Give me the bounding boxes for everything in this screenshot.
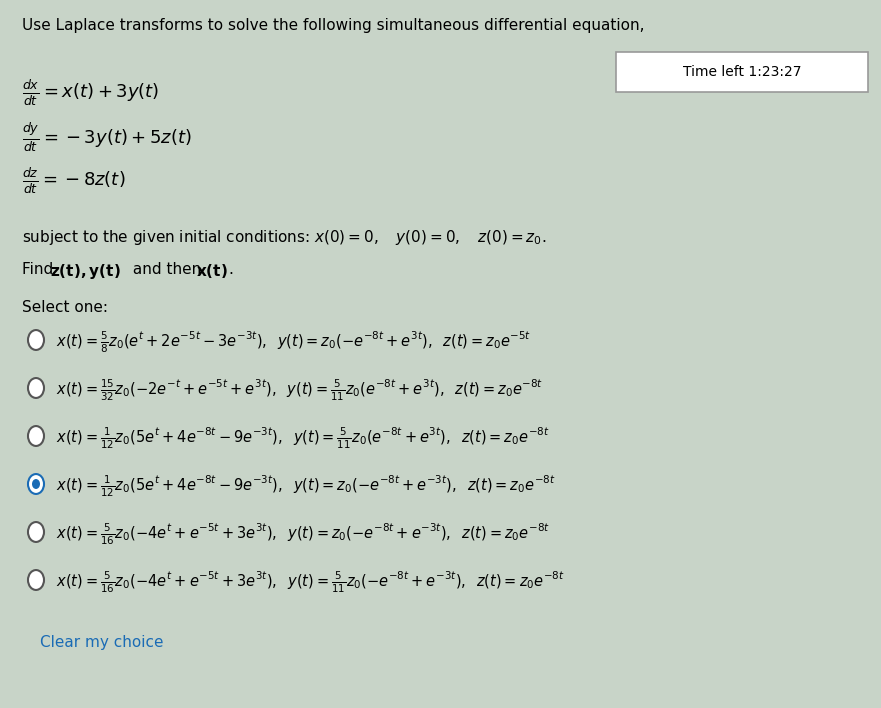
Text: subject to the given initial conditions: $x(0) = 0, \quad y(0) = 0, \quad z(0) =: subject to the given initial conditions:… <box>22 228 546 247</box>
Text: .: . <box>228 262 233 277</box>
Text: $x(t) = \frac{1}{12}z_0(5e^{t} + 4e^{-8t} - 9e^{-3t}),\;\; y(t) = z_0(-e^{-8t} +: $x(t) = \frac{1}{12}z_0(5e^{t} + 4e^{-8t… <box>56 474 556 499</box>
Text: Time left 1:23:27: Time left 1:23:27 <box>683 65 801 79</box>
Ellipse shape <box>28 474 44 494</box>
Ellipse shape <box>28 330 44 350</box>
Text: $x(t) = \frac{5}{16}z_0(-4e^{t} + e^{-5t} + 3e^{3t}),\;\; y(t) = \frac{5}{11}z_0: $x(t) = \frac{5}{16}z_0(-4e^{t} + e^{-5t… <box>56 570 565 595</box>
FancyBboxPatch shape <box>616 52 868 92</box>
Text: Use Laplace transforms to solve the following simultaneous differential equation: Use Laplace transforms to solve the foll… <box>22 18 645 33</box>
Ellipse shape <box>28 570 44 590</box>
Text: $\mathbf{z(t), y(t)}$: $\mathbf{z(t), y(t)}$ <box>50 262 121 281</box>
Ellipse shape <box>28 522 44 542</box>
Text: Clear my choice: Clear my choice <box>40 635 164 650</box>
Text: Find: Find <box>22 262 58 277</box>
Text: $x(t) = \frac{5}{8}z_0(e^{t} + 2e^{-5t} - 3e^{-3t}),\;\; y(t) = z_0(-e^{-8t} + e: $x(t) = \frac{5}{8}z_0(e^{t} + 2e^{-5t} … <box>56 330 531 355</box>
Text: Select one:: Select one: <box>22 300 108 315</box>
Text: $x(t) = \frac{1}{12}z_0(5e^{t} + 4e^{-8t} - 9e^{-3t}),\;\; y(t) = \frac{5}{11}z_: $x(t) = \frac{1}{12}z_0(5e^{t} + 4e^{-8t… <box>56 426 550 452</box>
Ellipse shape <box>32 479 40 489</box>
Ellipse shape <box>28 426 44 446</box>
Text: $x(t) = \frac{5}{16}z_0(-4e^{t} + e^{-5t} + 3e^{3t}),\;\; y(t) = z_0(-e^{-8t} + : $x(t) = \frac{5}{16}z_0(-4e^{t} + e^{-5t… <box>56 522 550 547</box>
Text: $\frac{dy}{dt} = -3y(t) + 5z(t)$: $\frac{dy}{dt} = -3y(t) + 5z(t)$ <box>22 122 192 154</box>
Text: $\frac{dx}{dt} = x(t) + 3y(t)$: $\frac{dx}{dt} = x(t) + 3y(t)$ <box>22 78 159 108</box>
Text: $x(t) = \frac{15}{32}z_0(-2e^{-t} + e^{-5t} + e^{3t}),\;\; y(t) = \frac{5}{11}z_: $x(t) = \frac{15}{32}z_0(-2e^{-t} + e^{-… <box>56 378 544 404</box>
Text: $\frac{dz}{dt} = -8z(t)$: $\frac{dz}{dt} = -8z(t)$ <box>22 166 125 195</box>
Text: and then: and then <box>128 262 206 277</box>
Ellipse shape <box>28 378 44 398</box>
Text: $\mathbf{x(t)}$: $\mathbf{x(t)}$ <box>196 262 227 280</box>
